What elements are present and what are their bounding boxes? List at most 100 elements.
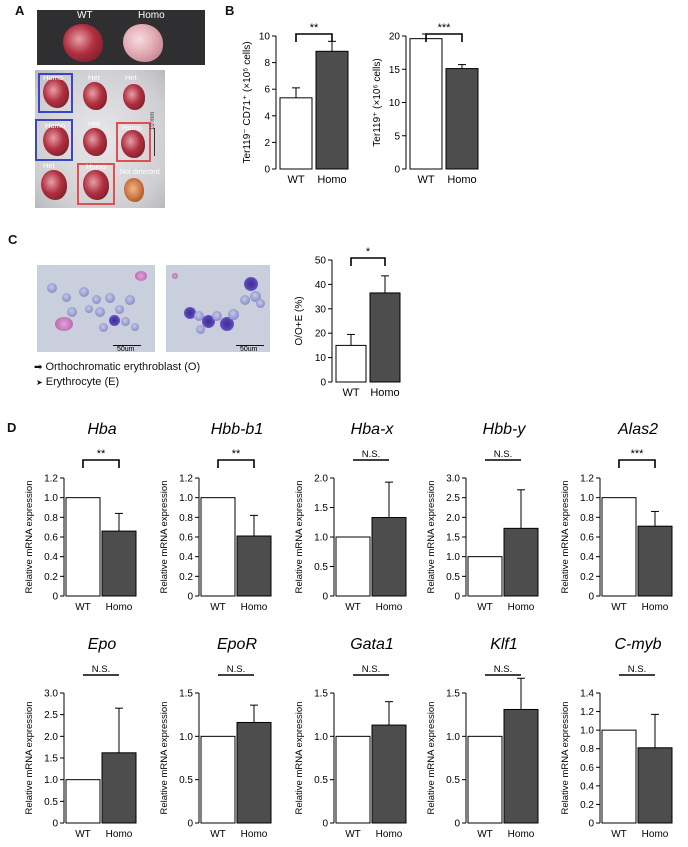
- y-tick-label: 1.5: [314, 503, 328, 514]
- y-tick-label: 2.0: [446, 513, 460, 524]
- y-tick-label: 1.2: [44, 474, 58, 485]
- y-tick-label: 0: [588, 819, 594, 830]
- y-tick-label: 0: [588, 592, 594, 603]
- legend-erythrocyte-label: Erythrocyte (E): [45, 376, 120, 388]
- y-tick-label: 1.5: [446, 533, 460, 544]
- significance-label: ***: [631, 448, 645, 460]
- significance-label: N.S.: [362, 449, 380, 460]
- wt-embryo: [63, 24, 103, 62]
- significance-bracket: [217, 459, 255, 468]
- micro-scale-label-1: 50um: [117, 346, 135, 352]
- embryo-8: [83, 170, 109, 200]
- y-tick-label: 0.6: [179, 533, 193, 544]
- embryo-5: [83, 128, 107, 156]
- y-tick-label: 0.2: [580, 800, 594, 811]
- x-tick-label: Homo: [376, 602, 403, 613]
- chart-title: Hbb-y: [483, 421, 527, 438]
- bar-homo: [315, 50, 349, 170]
- y-tick-label: 10: [315, 353, 327, 364]
- homo-embryo: [123, 24, 163, 62]
- dish-label-7: Het: [43, 161, 55, 170]
- y-tick-label: 0: [52, 819, 58, 830]
- bar-wt: [65, 497, 101, 597]
- scale-label: 10 mm: [150, 111, 156, 130]
- chart-title: Epo: [88, 636, 117, 653]
- y-axis-label: O/O+E (%): [294, 296, 305, 345]
- homo-highlight-box-1: [38, 73, 73, 113]
- bar-wt: [65, 779, 101, 824]
- significance-label: **: [97, 448, 106, 460]
- x-tick-label: Homo: [241, 829, 268, 840]
- x-tick-label: Homo: [508, 602, 535, 613]
- y-tick-label: 0.4: [580, 552, 594, 563]
- x-tick-label: Homo: [508, 829, 535, 840]
- bar-homo: [371, 517, 407, 597]
- chart-title: C-myb: [614, 636, 661, 653]
- y-axis-label: Ter119⁺ (×10⁶ cells): [372, 58, 383, 146]
- y-tick-label: 0.4: [179, 552, 193, 563]
- x-tick-label: WT: [417, 174, 434, 186]
- micrograph-wt: 50um: [37, 265, 155, 352]
- significance-bracket: [82, 459, 120, 468]
- dish-label-3: Het: [125, 73, 137, 82]
- y-axis-label: Relative mRNA expression: [560, 481, 571, 594]
- scale-bar: [154, 128, 155, 156]
- x-tick-label: WT: [210, 602, 226, 613]
- y-tick-label: 0: [394, 165, 400, 176]
- chart-title: Hba-x: [351, 421, 395, 438]
- bar-wt: [409, 38, 443, 170]
- embryo-3: [123, 84, 145, 110]
- chart-ter119-pos: Ter119⁺ (×10⁶ cells) 0 5 10 15 20 WT Homo ***: [372, 22, 479, 186]
- y-tick-label: 0.5: [446, 775, 460, 786]
- significance-bracket: [350, 257, 386, 266]
- y-tick-label: 0.8: [179, 513, 193, 524]
- x-tick-label: WT: [75, 829, 91, 840]
- y-axis-label: Relative mRNA expression: [294, 481, 305, 594]
- x-tick-label: WT: [477, 829, 493, 840]
- y-tick-label: 0: [454, 819, 460, 830]
- bar-homo: [236, 721, 272, 824]
- x-tick-label: WT: [287, 174, 304, 186]
- y-axis-label: Relative mRNA expression: [294, 702, 305, 815]
- x-tick-label: Homo: [447, 174, 476, 186]
- chart-title: Klf1: [490, 636, 518, 653]
- x-tick-label: WT: [210, 829, 226, 840]
- y-tick-label: 5: [394, 131, 400, 142]
- x-tick-label: WT: [611, 602, 627, 613]
- dish-label-5: Het: [88, 119, 100, 128]
- y-tick-label: 0.5: [446, 572, 460, 583]
- significance-label: N.S.: [494, 664, 512, 675]
- x-tick-label: Homo: [370, 387, 399, 399]
- y-tick-label: 50: [315, 256, 327, 267]
- y-tick-label: 1.2: [580, 474, 594, 485]
- y-axis-label: Relative mRNA expression: [426, 481, 437, 594]
- y-tick-label: 10: [389, 98, 401, 109]
- chart-title: EpoR: [217, 636, 257, 653]
- significance-label: N.S.: [92, 664, 110, 675]
- chart-hba-x: Hba-x Relative mRNA expression 0 0.5 1.0 1.5 2…: [294, 421, 407, 613]
- homo-photo-label: Homo: [138, 10, 165, 21]
- chart-hbb-b1: Hbb-b1 Relative mRNA expression 0 0.2 0.4 0.6…: [159, 421, 272, 613]
- y-tick-label: 1.0: [179, 732, 193, 743]
- x-tick-label: WT: [75, 602, 91, 613]
- x-tick-label: Homo: [642, 602, 669, 613]
- x-tick-label: WT: [611, 829, 627, 840]
- y-tick-label: 0: [322, 819, 328, 830]
- y-axis-label: Relative mRNA expression: [24, 702, 35, 815]
- y-tick-label: 0.8: [580, 513, 594, 524]
- y-tick-label: 0.5: [179, 775, 193, 786]
- embryo-2: [83, 82, 107, 110]
- bar-wt: [200, 497, 236, 597]
- y-tick-label: 0: [52, 592, 58, 603]
- y-tick-label: 2.0: [44, 732, 58, 743]
- y-tick-label: 1.0: [446, 732, 460, 743]
- dish-label-4: Homo: [45, 121, 66, 130]
- y-tick-label: 0.4: [580, 781, 594, 792]
- bar-homo: [637, 525, 673, 597]
- significance-label: N.S.: [628, 664, 646, 675]
- panel-letter-d: D: [7, 420, 17, 435]
- chart-alas2: Alas2 Relative mRNA expression 0 0.2 0.4 0.6 0…: [560, 421, 673, 613]
- bar-homo: [101, 530, 137, 597]
- y-tick-label: 1.5: [179, 689, 193, 700]
- y-tick-label: 0.4: [44, 552, 58, 563]
